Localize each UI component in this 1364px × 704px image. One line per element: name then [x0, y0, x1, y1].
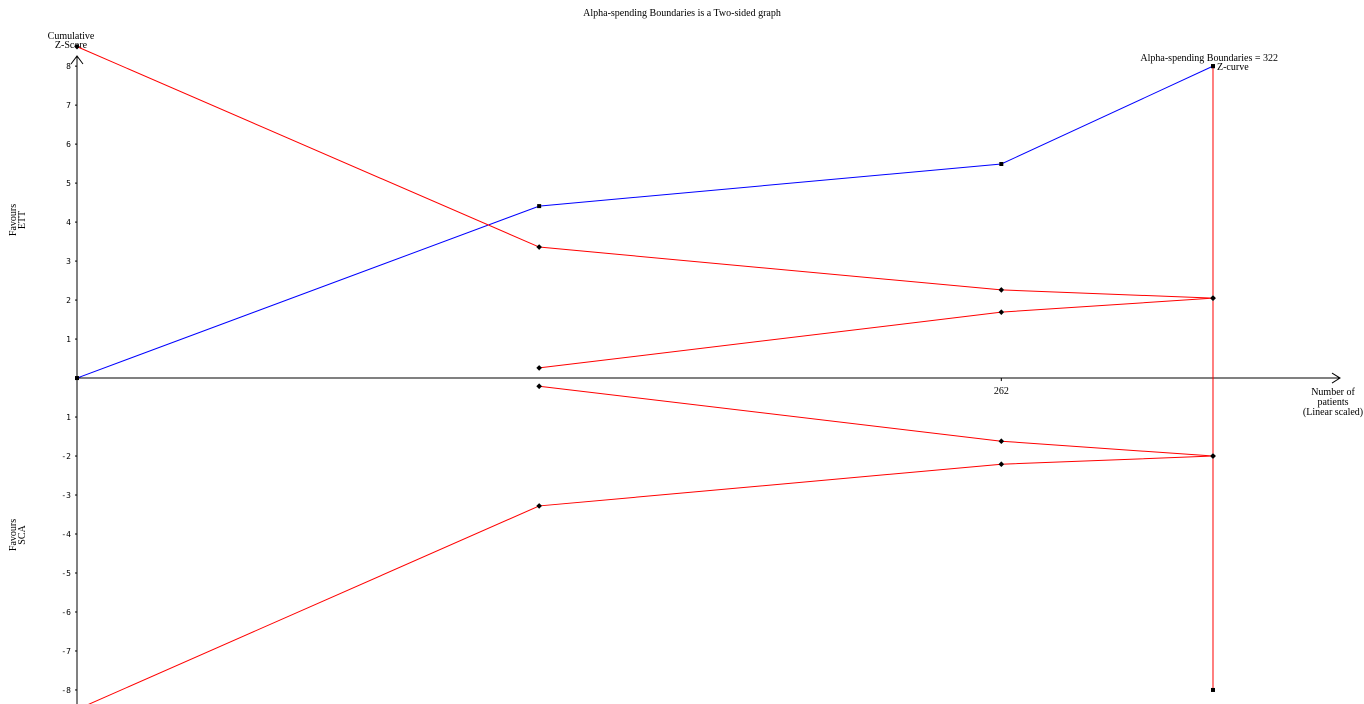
x-axis-label: Number of: [1311, 387, 1355, 398]
series-line: [76, 65, 1214, 379]
series-line: [539, 297, 1214, 369]
y-tick-label: -7: [61, 647, 71, 656]
series-line: [539, 385, 1214, 457]
marker: [1210, 453, 1216, 459]
marker: [536, 244, 542, 250]
marker: [998, 461, 1005, 468]
marker: [999, 162, 1004, 166]
series-line: [76, 46, 1214, 299]
series-line: [88, 455, 1214, 704]
y-tick-label: -8: [61, 686, 71, 695]
y-tick-label: -2: [61, 452, 71, 461]
chart-title: Alpha-spending Boundaries is a Two-sided…: [583, 8, 781, 19]
marker: [75, 376, 79, 381]
marker: [998, 309, 1005, 315]
y-axis-label: Cumulative: [48, 31, 95, 42]
marker: [998, 438, 1005, 445]
x-axis-label: patients: [1317, 397, 1348, 408]
x-axis-label: (Linear scaled): [1303, 407, 1363, 418]
side-label: Favours: [8, 519, 19, 551]
marker: [1210, 64, 1215, 69]
y-tick-label: 6: [66, 140, 71, 149]
y-tick-label: -6: [61, 608, 71, 617]
y-tick-label: 2: [66, 296, 71, 305]
y-tick-label: 8: [66, 62, 71, 71]
annotation: Alpha-spending Boundaries = 322: [1140, 53, 1278, 64]
y-tick-label: -4: [61, 530, 71, 539]
marker: [537, 204, 542, 209]
y-tick-label: -3: [61, 491, 71, 500]
y-tick-label: 5: [66, 179, 71, 188]
y-tick-label: 3: [66, 257, 71, 266]
marker: [536, 383, 542, 390]
x-axis-arrow: [1331, 372, 1341, 384]
y-axis-label: Z-Score: [55, 40, 88, 51]
x-tick-label: 262: [994, 386, 1009, 397]
marker: [1210, 687, 1215, 692]
marker: [998, 287, 1005, 293]
marker: [1210, 295, 1216, 301]
marker: [536, 365, 542, 371]
marker: [536, 503, 542, 509]
y-tick-label: 1: [66, 413, 71, 422]
side-label: Favours: [8, 204, 19, 236]
y-tick-label: 4: [66, 218, 71, 227]
side-label: ETT: [17, 211, 28, 229]
series-label: Z-curve: [1217, 62, 1249, 73]
y-axis-arrow: [70, 55, 84, 65]
y-tick-label: -5: [61, 569, 71, 578]
y-tick-label: 1: [66, 335, 71, 344]
y-tick-label: 7: [66, 101, 71, 110]
side-label: SCA: [17, 524, 28, 544]
